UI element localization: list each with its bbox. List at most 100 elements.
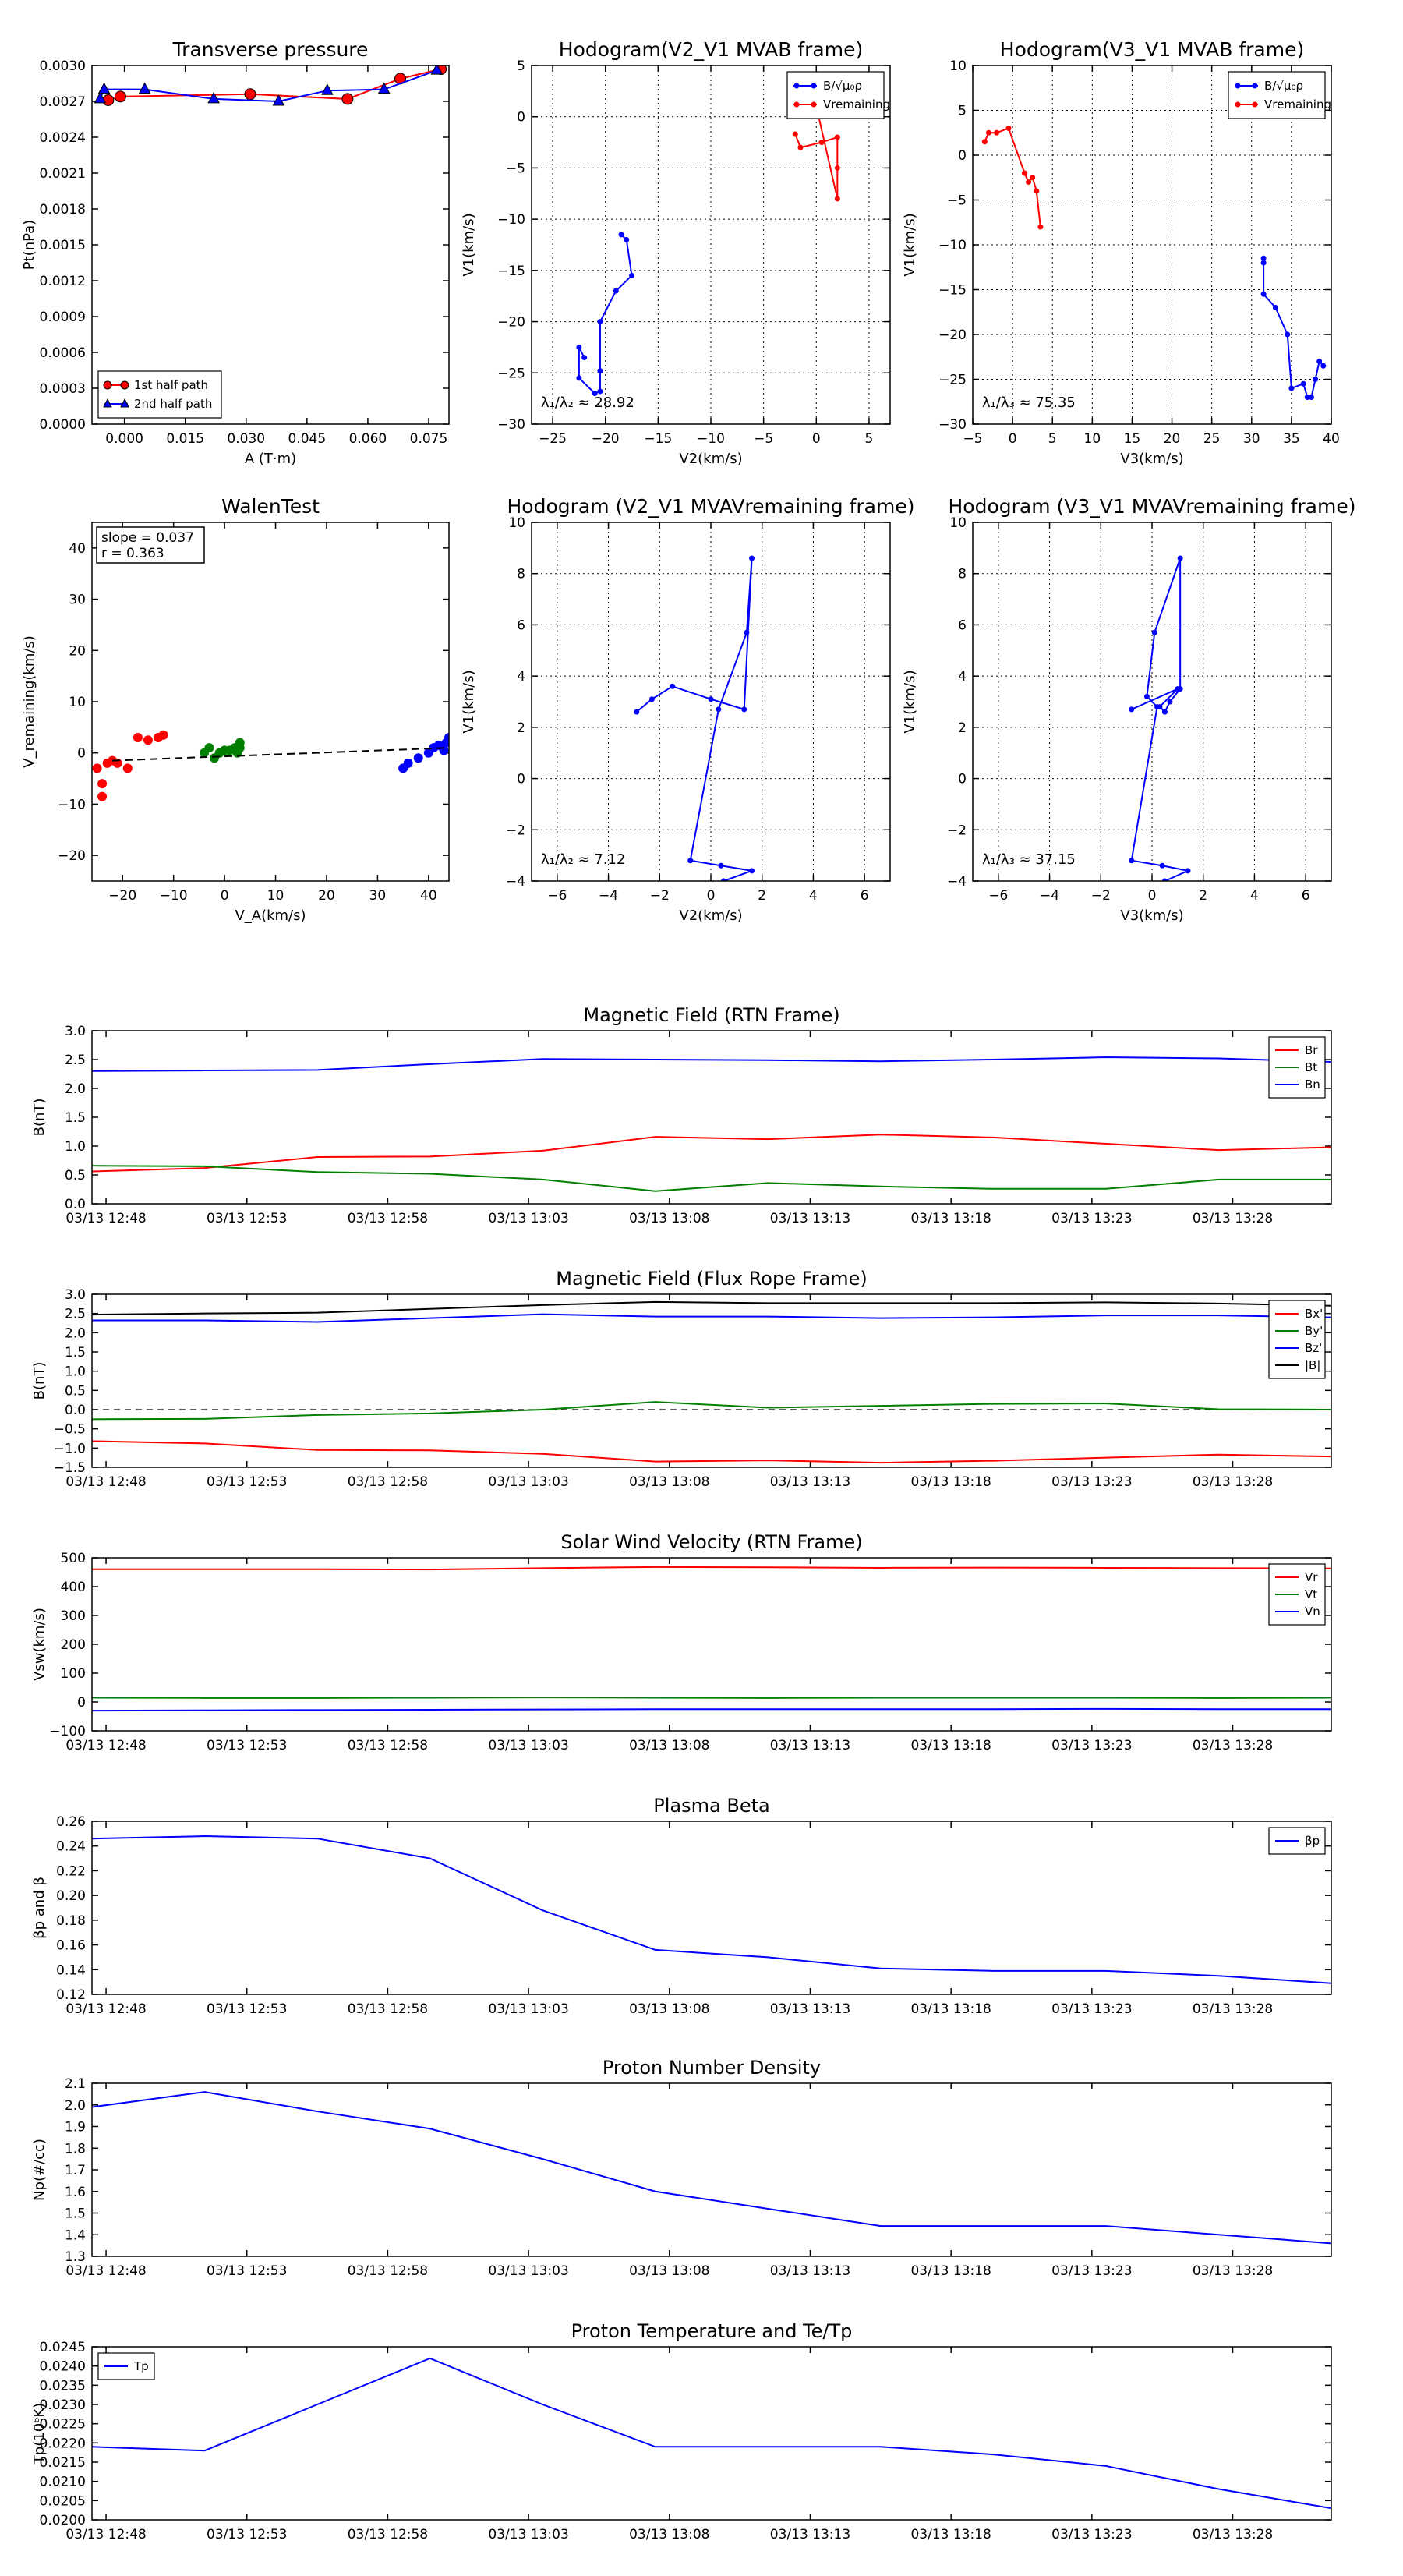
series-b-line (1263, 258, 1324, 398)
x-tick-label: 03/13 13:28 (1193, 2001, 1273, 2017)
x-tick-label: 03/13 13:28 (1193, 1211, 1273, 1226)
x-tick-label: 03/13 13:08 (629, 1474, 709, 1490)
y-tick-label: 1.6 (65, 2185, 86, 2200)
data-point (235, 743, 245, 753)
chart-5: Hodogram (V2_V1 MVAVremaining frame) −6 −4… (461, 495, 915, 924)
x-tick-label: −6 (988, 888, 1008, 904)
plot-area (92, 1056, 1331, 1192)
series-br-line (92, 1134, 1331, 1173)
x-tick-label: 5 (1048, 431, 1057, 447)
y-axis-label: V_remaining(km/s) (21, 635, 37, 768)
x-tick-label: −15 (644, 431, 672, 447)
data-point (720, 878, 726, 881)
data-point (403, 758, 413, 768)
x-tick-label: 03/13 13:08 (629, 1738, 709, 1753)
y-tick-label: 0.16 (56, 1938, 86, 1954)
data-point (1313, 377, 1319, 382)
y-tick-label: −30 (497, 417, 525, 433)
data-point (204, 743, 214, 753)
ratio-annotation: λ₁/λ₃ ≈ 75.35 (982, 395, 1076, 411)
data-point (670, 683, 676, 689)
y-tick-label: 10 (69, 695, 86, 710)
x-axis-label: V3(km/s) (1120, 451, 1183, 467)
legend-marker (1252, 83, 1258, 89)
x-tick-label: 03/13 13:03 (488, 1474, 568, 1490)
plot-frame (91, 522, 450, 882)
y-tick-label: 40 (69, 541, 86, 557)
y-axis-label: βp and β (31, 1877, 48, 1939)
y-axis-label: B(nT) (31, 1362, 48, 1400)
series-vremaining-line (794, 106, 839, 200)
chart-title: Magnetic Field (RTN Frame) (583, 1004, 839, 1026)
y-tick-label: 10 (949, 58, 967, 74)
data-point (624, 236, 630, 242)
chart-title: Transverse pressure (172, 38, 369, 61)
x-tick-label: 03/13 13:23 (1051, 2001, 1132, 2017)
x-tick-label: 03/13 13:18 (910, 2263, 991, 2279)
series-bx-line (92, 1440, 1331, 1464)
ratio-annotation: λ₁/λ₃ ≈ 37.15 (982, 851, 1076, 868)
y-tick-label: −20 (497, 315, 525, 331)
y-axis-label: V1(km/s) (461, 213, 477, 276)
y-tick-label: −10 (497, 212, 525, 228)
series-1-line (1130, 557, 1191, 881)
legend-box (786, 71, 885, 119)
data-point (97, 82, 111, 94)
x-tick-label: 2 (758, 888, 766, 904)
y-tick-label: 0.18 (56, 1913, 86, 1929)
y-tick-label: 0.12 (56, 1987, 86, 2003)
x-tick-label: 25 (1203, 431, 1221, 447)
y-tick-label: 0.0215 (40, 2455, 86, 2471)
data-point (1260, 260, 1267, 266)
y-axis-label: Np(#/cc) (31, 2139, 48, 2201)
x-tick-label: 0 (707, 888, 716, 904)
legend-marker (1252, 101, 1258, 108)
y-tick-label: −2 (947, 823, 967, 838)
data-point (1316, 359, 1323, 364)
y-tick-label: −2 (506, 823, 525, 838)
x-tick-label: 03/13 13:18 (910, 1738, 991, 1753)
data-point (444, 733, 449, 742)
x-tick-label: 0.015 (166, 431, 204, 447)
chart-1: Transverse pressure 0.000 0.015 0.030 0.045 0… (21, 38, 450, 467)
y-tick-label: 2 (517, 720, 525, 736)
data-point (92, 763, 102, 773)
legend-label: 2nd half path (134, 397, 212, 411)
legend-marker (811, 83, 817, 89)
y-tick-label: 0.0210 (40, 2475, 86, 2490)
data-point (272, 94, 285, 106)
x-tick-label: 5 (865, 431, 874, 447)
y-tick-label: 0.0230 (40, 2397, 86, 2413)
series-1-line (92, 2091, 1331, 2245)
x-tick-label: 03/13 13:28 (1193, 2527, 1273, 2542)
y-tick-label: 0.0012 (40, 274, 86, 289)
data-point (1308, 395, 1314, 400)
y-tick-label: −15 (938, 283, 967, 299)
legend: Tp (97, 2352, 155, 2380)
legend-label: 1st half path (134, 378, 208, 392)
plot-frame (91, 2346, 1332, 2521)
x-tick-label: 03/13 12:48 (65, 2001, 146, 2017)
x-tick-label: 03/13 12:53 (207, 1474, 287, 1490)
legend-label: Vremaining (1264, 97, 1331, 111)
x-tick-label: 6 (861, 888, 869, 904)
y-tick-label: 0.26 (56, 1814, 86, 1830)
y-tick-label: 0.0009 (40, 310, 86, 325)
legend-marker (1235, 101, 1241, 108)
y-tick-label: 0.0006 (40, 345, 86, 361)
x-tick-label: 03/13 13:03 (488, 2527, 568, 2542)
y-tick-label: −10 (58, 797, 86, 812)
x-tick-label: −5 (754, 431, 773, 447)
series-1sthalfpath-line (108, 68, 441, 101)
legend-label: Tp (133, 2359, 149, 2373)
data-point (1300, 380, 1306, 387)
chart-title: WalenTest (221, 495, 320, 518)
data-point (1320, 363, 1327, 369)
y-tick-label: 1.5 (65, 1110, 86, 1126)
plot-area (981, 126, 1327, 400)
y-tick-label: 0.0000 (40, 417, 86, 433)
y-tick-label: 0.0220 (40, 2436, 86, 2451)
data-point (1034, 188, 1040, 194)
data-point (133, 733, 143, 742)
legend-label: By' (1305, 1324, 1323, 1338)
